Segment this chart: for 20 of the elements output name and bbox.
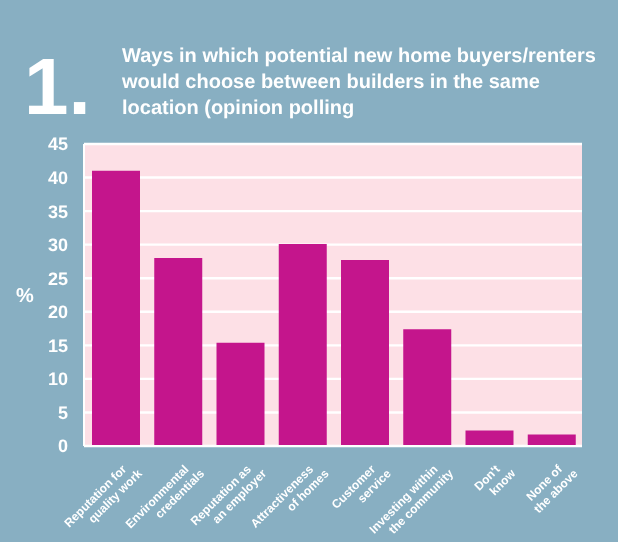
bar — [465, 430, 514, 446]
y-tick-label: 30 — [47, 235, 68, 256]
bar — [154, 258, 203, 446]
y-tick-label: 0 — [57, 436, 68, 457]
bar — [278, 244, 327, 446]
y-axis-title: % — [16, 286, 34, 309]
y-tick-label: 45 — [47, 134, 68, 155]
y-tick-label: 20 — [47, 302, 68, 323]
y-tick-label: 15 — [47, 335, 68, 356]
y-tick-label: 5 — [57, 402, 68, 423]
y-tick-label: 25 — [47, 268, 68, 289]
text: 1. — [24, 44, 91, 132]
y-tick-label: 10 — [47, 369, 68, 390]
chart-title: Ways in which potential new home buyers/renters would choose between builders in the same location (opinion polling — [122, 44, 598, 122]
y-tick-label: 35 — [47, 201, 68, 222]
bar — [403, 329, 452, 446]
bar — [216, 342, 265, 446]
y-tick-label: 40 — [47, 167, 68, 188]
bar — [341, 260, 389, 446]
bar — [92, 170, 140, 446]
